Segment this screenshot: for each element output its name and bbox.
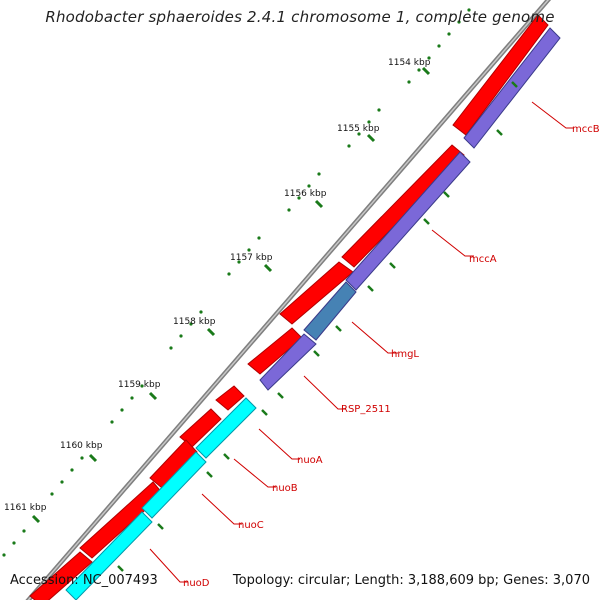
gene-label-nuoD: nuoD (183, 578, 210, 589)
reverse-gene-RSP_2511[interactable] (259, 333, 317, 391)
kbp-label-1154: 1154 kbp (388, 58, 431, 68)
reverse-strand (65, 27, 561, 600)
forward-gene[interactable] (341, 144, 465, 268)
gene-label-nuoA: nuoA (297, 455, 323, 466)
gene-label-nuoC: nuoC (238, 520, 264, 531)
kbp-label-1157: 1157 kbp (230, 253, 273, 263)
gene-label-group: mccB mccA hmgL RSP_2511 nuoA nuoB nuoC n… (183, 124, 600, 589)
kbp-label-1156: 1156 kbp (284, 189, 327, 199)
forward-strand (29, 14, 549, 600)
kbp-label-1159: 1159 kbp (118, 380, 161, 390)
kbp-label-1160: 1160 kbp (60, 441, 103, 451)
reverse-gene-nuoBC[interactable] (141, 451, 207, 519)
inner-ticks (117, 81, 518, 572)
backbone (25, 0, 552, 600)
gene-label-nuoB: nuoB (272, 483, 298, 494)
forward-gene[interactable] (29, 551, 93, 600)
gene-label-RSP_2511: RSP_2511 (341, 404, 391, 415)
forward-gene[interactable] (215, 385, 245, 411)
accession-text: Accession: NC_007493 (10, 573, 158, 588)
kbp-label-1161: 1161 kbp (4, 503, 47, 513)
kbp-ticks (31, 66, 431, 524)
reverse-gene-nuoA[interactable] (195, 397, 257, 459)
forward-gene[interactable] (279, 261, 354, 325)
forward-gene[interactable] (247, 327, 303, 375)
reverse-gene-hmgL[interactable] (303, 281, 357, 341)
outer-dotted-ruler (2, 8, 471, 557)
map-title: Rhodobacter sphaeroides 2.4.1 chromosome… (45, 8, 555, 26)
reverse-gene-nuoD[interactable] (65, 511, 153, 600)
gene-label-hmgL: hmgL (391, 349, 419, 360)
reverse-gene-mccB[interactable] (463, 27, 561, 149)
kbp-label-1158: 1158 kbp (173, 317, 216, 327)
kbp-label-1155: 1155 kbp (337, 124, 380, 134)
gene-label-mccA: mccA (469, 254, 497, 265)
genome-summary-text: Topology: circular; Length: 3,188,609 bp… (232, 573, 590, 588)
reverse-gene-mccA[interactable] (345, 151, 471, 291)
gene-label-mccB: mccB (572, 124, 600, 135)
kbp-label-group: 1154 kbp 1155 kbp 1156 kbp 1157 kbp 1158… (4, 58, 431, 513)
forward-gene[interactable] (452, 14, 549, 136)
leader-lines (149, 101, 574, 583)
